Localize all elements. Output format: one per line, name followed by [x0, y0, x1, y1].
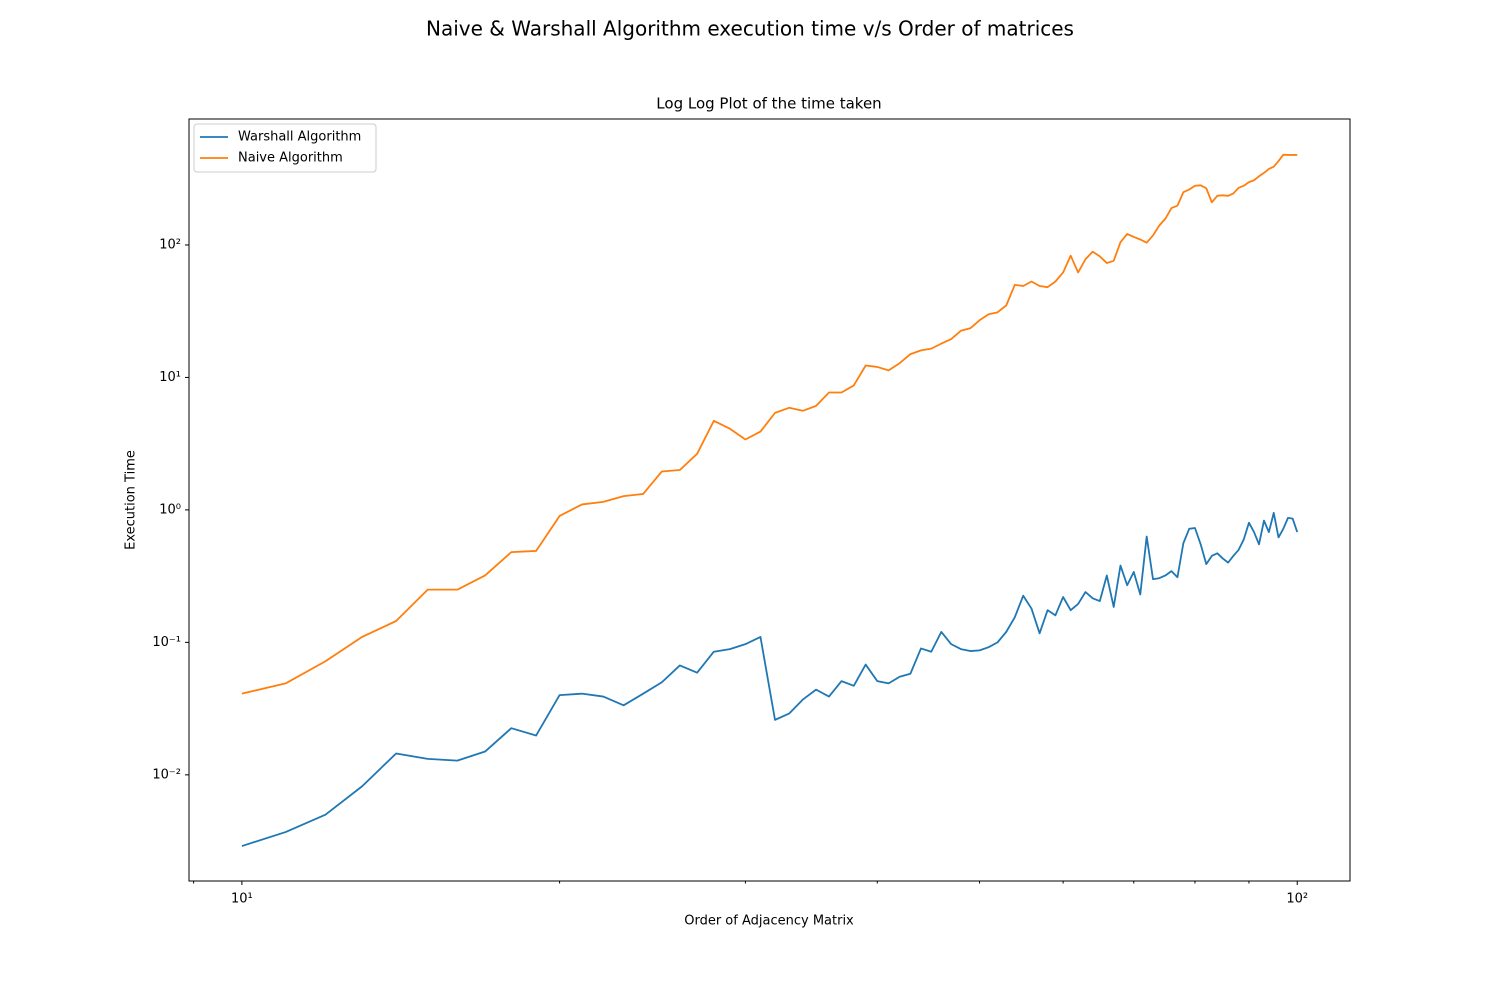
y-tick-label: 10⁻² — [152, 767, 181, 782]
plot-frame — [188, 118, 1351, 882]
axes-title: Log Log Plot of the time taken — [656, 95, 881, 113]
x-tick-label: 10² — [1286, 892, 1308, 907]
y-tick-label: 10¹ — [159, 370, 181, 385]
y-axis-label: Execution Time — [124, 450, 139, 550]
x-axis-label: Order of Adjacency Matrix — [684, 914, 854, 929]
y-tick-label: 10⁻¹ — [152, 635, 181, 650]
legend-box — [193, 123, 377, 173]
chart-title: Naive & Warshall Algorithm execution tim… — [426, 17, 1074, 41]
y-tick-label: 10² — [159, 237, 181, 252]
legend-label: Naive Algorithm — [238, 151, 343, 166]
series-line — [241, 511, 1299, 847]
y-tick-label: 10⁰ — [159, 502, 181, 517]
x-tick-label: 10¹ — [231, 892, 253, 907]
series-line — [241, 153, 1298, 695]
legend-label: Warshall Algorithm — [238, 130, 361, 145]
